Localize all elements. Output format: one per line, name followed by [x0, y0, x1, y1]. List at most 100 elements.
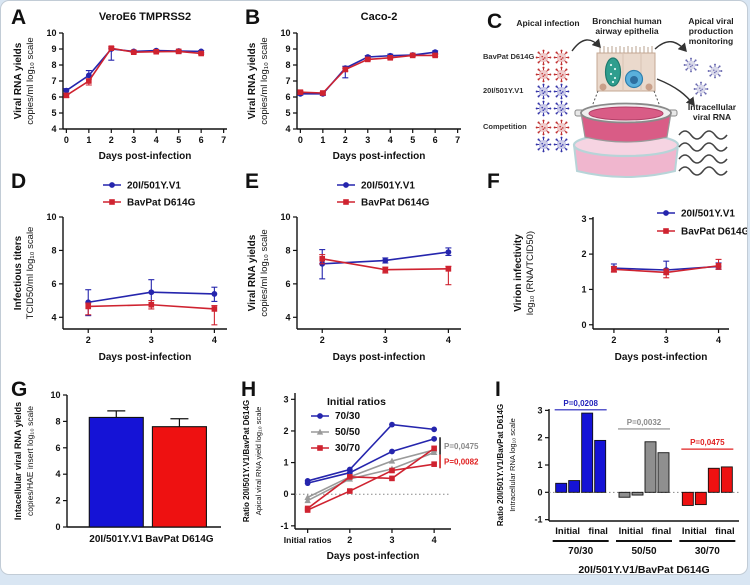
svg-text:4: 4 — [55, 469, 60, 479]
svg-text:2: 2 — [537, 433, 542, 443]
svg-text:0: 0 — [298, 135, 303, 145]
panel-E: E 4 6 8 10 2 3 4 Viral RNA yields copies/ml log₁… — [243, 171, 475, 377]
svg-text:10: 10 — [46, 212, 56, 222]
svg-text:30/70: 30/70 — [335, 443, 360, 454]
svg-text:Initial: Initial — [682, 526, 707, 537]
panel-I: I -1 0 1 2 3 Ratio 20I/501Y.V1/BavPat D614G In… — [493, 379, 747, 575]
intracellular-rna-label: Intracellular viral RNA — [687, 102, 737, 122]
series-BavPat D614G — [85, 300, 218, 326]
svg-text:50/50: 50/50 — [631, 546, 656, 557]
svg-text:3: 3 — [537, 405, 542, 415]
chart-competition-ratio-lines: -1 0 1 2 3 Initial ratios 2 3 4 Ratio 20I/501Y.V1… — [242, 393, 479, 562]
svg-text:30/70: 30/70 — [695, 546, 720, 557]
legend: 20I/501Y.V1 BavPat D614G — [337, 181, 430, 209]
bar-20I/501Y.V1 — [88, 416, 144, 528]
panel-letter-A: A — [11, 6, 27, 29]
bavpat-virus-cluster — [535, 49, 570, 83]
schematic-graphics — [535, 38, 728, 178]
svg-text:3: 3 — [383, 335, 388, 345]
svg-text:Days post-infection: Days post-infection — [99, 352, 192, 363]
panel-H: H -1 0 1 2 3 Initial ratios 2 3 4 Ratio 20I/501Y.… — [239, 379, 493, 574]
chart-caco2: 4 5 6 7 8 9 10 0 1 2 3 4 5 6 7 Viral RNA yields copies/m… — [247, 11, 461, 162]
svg-text:3: 3 — [149, 335, 154, 345]
svg-text:2: 2 — [611, 335, 616, 345]
svg-text:0: 0 — [64, 135, 69, 145]
svg-text:Infectious titers: Infectious titers — [13, 235, 24, 310]
svg-text:7: 7 — [51, 76, 56, 86]
svg-text:3: 3 — [365, 135, 370, 145]
svg-text:8: 8 — [55, 416, 60, 426]
svg-text:20I/501Y.V1: 20I/501Y.V1 — [127, 181, 181, 192]
epithelia-header: Bronchial human airway epithelia — [592, 16, 662, 36]
bar-group-30/70: P=0,0475 Initial final 30/70 — [679, 438, 736, 557]
legend: Initial ratios 70/30 50/50 30/70 — [311, 396, 386, 454]
apical-infection-header: Apical infection — [516, 18, 580, 28]
bar-BavPat D614G — [151, 426, 207, 528]
panel-G: G 0 2 4 6 8 10 Intacellular viral RNA yields co… — [9, 379, 239, 574]
series-20I/501Y.V1 — [297, 49, 439, 97]
svg-text:70/30: 70/30 — [335, 411, 360, 422]
svg-text:copies/HAE insert log₁₀ scale: copies/HAE insert log₁₀ scale — [25, 406, 35, 516]
svg-text:BavPat D614G: BavPat D614G — [127, 198, 196, 209]
svg-text:8: 8 — [51, 60, 56, 70]
svg-text:1: 1 — [537, 460, 542, 470]
svg-text:2: 2 — [109, 135, 114, 145]
svg-text:Days post-infection: Days post-infection — [615, 352, 708, 363]
svg-text:10: 10 — [280, 28, 290, 38]
svg-text:10: 10 — [46, 28, 56, 38]
svg-text:Ratio 20I/501Y.V1/BavPat D614G: Ratio 20I/501Y.V1/BavPat D614G — [242, 400, 251, 522]
svg-text:4: 4 — [51, 124, 56, 134]
svg-text:6: 6 — [55, 443, 60, 453]
svg-text:7: 7 — [455, 135, 460, 145]
panel-F: F 0 1 2 3 2 3 4 Virion infectivity log₁₀ (RNA/TC… — [479, 171, 747, 377]
svg-text:7: 7 — [285, 76, 290, 86]
svg-text:Days post-infection: Days post-infection — [333, 352, 426, 363]
svg-text:Viral RNA yields: Viral RNA yields — [13, 42, 24, 119]
svg-text:4: 4 — [285, 124, 290, 134]
flow-arrows — [571, 38, 695, 107]
svg-text:8: 8 — [285, 245, 290, 255]
series-20I/501Y.V1 — [85, 279, 218, 317]
svg-text:Intacellular viral RNA yields: Intacellular viral RNA yields — [13, 402, 23, 520]
svg-text:copies/ml log₁₀ scale: copies/ml log₁₀ scale — [259, 37, 270, 124]
svg-text:copies/ml log₁₀ scale: copies/ml log₁₀ scale — [259, 229, 270, 316]
svg-text:5: 5 — [410, 135, 415, 145]
epithelium-illustration — [590, 46, 662, 110]
svg-text:Apical viral RNA yield log₁₀ s: Apical viral RNA yield log₁₀ scale — [254, 407, 263, 516]
svg-text:BavPat D614G: BavPat D614G — [681, 227, 747, 238]
svg-text:50/50: 50/50 — [335, 427, 360, 438]
svg-text:4: 4 — [154, 135, 159, 145]
svg-text:log₁₀ (RNA/TCID50): log₁₀ (RNA/TCID50) — [525, 231, 536, 315]
svg-text:0: 0 — [55, 522, 60, 532]
svg-text:3: 3 — [581, 214, 586, 224]
series-20I/501Y.V1 — [319, 247, 452, 280]
svg-text:10: 10 — [280, 212, 290, 222]
svg-text:0: 0 — [537, 487, 542, 497]
competition-virus-cluster — [535, 119, 570, 153]
variant-virus-cluster — [535, 83, 570, 117]
bavpat-row-label: BavPat D614G — [483, 52, 535, 61]
bar-group-50/50: P=0,0032 Initial final 50/50 — [616, 418, 672, 557]
series-BavPat D614G — [610, 258, 722, 279]
svg-text:final: final — [652, 526, 672, 537]
svg-text:Initial: Initial — [555, 526, 580, 537]
series-30/70 — [304, 461, 437, 513]
series-BavPat D614G — [63, 45, 205, 99]
chart-competition-ratio-bars: -1 0 1 2 3 Ratio 20I/501Y.V1/BavPat D614G Intr… — [496, 399, 739, 575]
svg-text:2: 2 — [581, 249, 586, 259]
panel-letter-E: E — [245, 170, 260, 193]
svg-text:Days post-infection: Days post-infection — [327, 551, 420, 562]
chart-infectious-titers: 4 6 8 10 2 3 4 Infectious titers TCID50/ml log₁₀… — [13, 181, 227, 363]
svg-text:1: 1 — [581, 284, 586, 294]
series-BavPat D614G — [297, 52, 439, 96]
panel-D: D 4 6 8 10 2 3 4 Infectious titers TCID50/ml log… — [9, 171, 241, 377]
svg-text:4: 4 — [388, 135, 393, 145]
chart-intracellular-rna-bars: 0 2 4 6 8 10 Intacellular viral RNA yields copi… — [13, 390, 221, 545]
panel-letter-F: F — [487, 170, 500, 193]
svg-text:VeroE6 TMPRSS2: VeroE6 TMPRSS2 — [99, 11, 191, 23]
svg-text:20I/501Y.V1/BavPat D614G: 20I/501Y.V1/BavPat D614G — [578, 564, 709, 575]
svg-text:5: 5 — [285, 108, 290, 118]
svg-text:P=0,0475: P=0,0475 — [444, 442, 479, 451]
svg-text:70/30: 70/30 — [568, 546, 593, 557]
svg-text:10: 10 — [50, 390, 60, 400]
